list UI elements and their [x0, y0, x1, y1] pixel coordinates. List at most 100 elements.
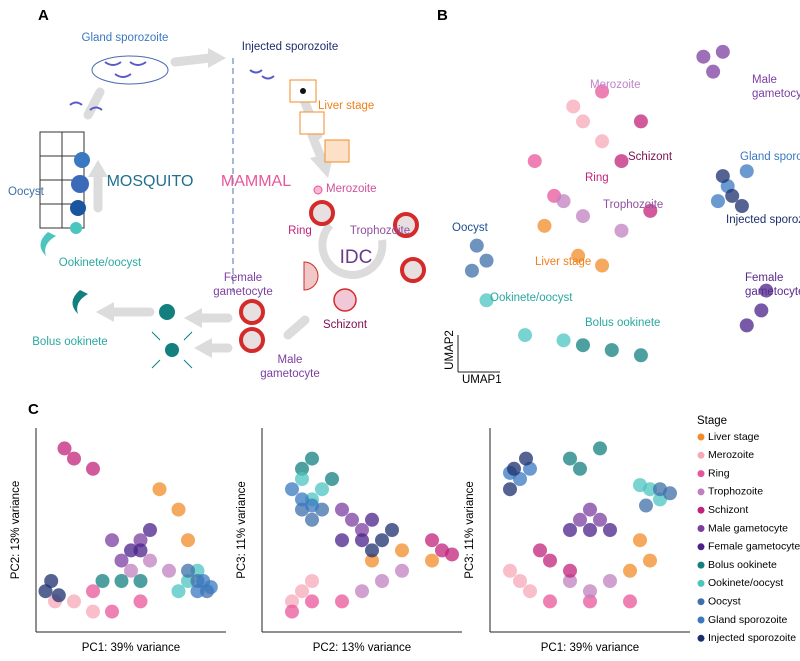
- data-point: [325, 472, 339, 486]
- data-point: [633, 348, 648, 363]
- cluster-label: Male gametocyte: [752, 74, 800, 100]
- data-point: [759, 283, 774, 298]
- arrow-head: [88, 160, 108, 177]
- panel-label: B: [437, 7, 448, 24]
- data-point: [696, 49, 711, 64]
- legend-label: Bolus ookinete: [708, 559, 777, 571]
- x-axis-label: PC2: 13% variance: [313, 642, 411, 654]
- data-point: [603, 574, 617, 588]
- data-point: [335, 594, 349, 609]
- stage-label: Male gametocyte: [260, 354, 319, 380]
- data-point: [114, 574, 129, 588]
- data-point: [543, 553, 557, 568]
- y-axis-label: UMAP2: [444, 330, 456, 370]
- data-point: [375, 533, 389, 548]
- cluster-label: Liver stage: [535, 256, 591, 268]
- legend-label: Gland sporozoite: [708, 614, 788, 626]
- gamete-icon: [165, 343, 179, 357]
- legend-marker: [697, 598, 705, 606]
- oocyst-icon: [74, 152, 90, 168]
- data-point: [124, 563, 138, 578]
- arrow-head: [208, 48, 226, 68]
- cycle-arrow: [170, 53, 215, 67]
- data-point: [571, 248, 586, 263]
- data-point: [583, 523, 597, 537]
- life-cycle-diagram: [39, 48, 426, 369]
- rbc-trophozoite: [400, 257, 426, 283]
- data-point: [725, 188, 740, 203]
- data-point: [639, 498, 653, 513]
- legend-label: Ookinete/oocyst: [708, 577, 783, 589]
- cluster-label: Oocyst: [452, 222, 489, 234]
- data-point: [445, 547, 459, 562]
- data-point: [469, 238, 484, 253]
- label-line: Liver stage: [535, 256, 591, 268]
- cluster-label: Female gametocyte: [745, 272, 800, 298]
- data-point: [133, 543, 148, 558]
- cluster-label: Bolus ookinete: [585, 317, 660, 329]
- oocyst-icon: [71, 175, 89, 193]
- data-point: [51, 588, 66, 603]
- label-line: Schizont: [628, 151, 673, 163]
- data-point: [479, 253, 494, 268]
- legend-marker: [697, 470, 705, 478]
- data-point: [527, 154, 542, 169]
- data-point: [425, 553, 439, 568]
- data-point: [604, 343, 619, 358]
- data-point: [583, 502, 597, 517]
- label-line: Bolus ookinete: [585, 317, 660, 329]
- data-point: [563, 451, 577, 466]
- liver-parasite: [300, 88, 306, 94]
- legend-label: Liver stage: [708, 431, 760, 443]
- data-point: [395, 543, 409, 558]
- egress-icon: [303, 261, 319, 291]
- data-point: [305, 574, 319, 588]
- data-point: [523, 584, 537, 599]
- legend-marker: [697, 616, 705, 624]
- data-point: [623, 563, 637, 578]
- data-point: [305, 451, 319, 466]
- legend-marker: [697, 634, 705, 642]
- data-point: [537, 218, 552, 233]
- stage-label: Female gametocyte: [213, 272, 272, 298]
- label-line: Female: [745, 272, 783, 284]
- sporozoites: [69, 69, 275, 111]
- legend-label: Merozoite: [708, 449, 754, 461]
- data-point: [365, 553, 379, 568]
- legend-marker: [697, 543, 705, 551]
- data-point: [355, 523, 369, 537]
- data-point: [190, 584, 205, 599]
- data-point: [503, 563, 517, 578]
- data-point: [95, 574, 110, 588]
- data-point: [710, 194, 725, 209]
- data-point: [285, 482, 299, 497]
- data-point: [44, 574, 59, 588]
- y-axis-label: PC3: 11% variance: [236, 481, 248, 579]
- data-point: [623, 594, 637, 609]
- data-point: [152, 482, 167, 497]
- stage-label: Gland sporozoite: [82, 32, 169, 44]
- data-point: [295, 472, 309, 486]
- stage-label: Bolus ookinete: [32, 336, 107, 348]
- data-point: [335, 533, 349, 548]
- legend-marker: [697, 451, 705, 459]
- host-label: MOSQUITO: [107, 173, 194, 190]
- data-point: [305, 594, 319, 609]
- data-point: [663, 486, 677, 501]
- data-point: [706, 64, 721, 79]
- hepatocyte: [299, 111, 325, 135]
- data-point: [375, 574, 389, 588]
- cluster-label: Injected sporozoite: [726, 214, 800, 226]
- merozoite-icon: [313, 185, 323, 195]
- cycle-label: IDC: [340, 247, 373, 268]
- label-line: Trophozoite: [603, 199, 663, 211]
- data-point: [38, 584, 53, 599]
- female-gametocyte-icon: [239, 299, 265, 325]
- data-point: [573, 461, 587, 476]
- y-axis-label: PC2: 13% variance: [10, 481, 22, 579]
- data-point: [573, 512, 587, 527]
- data-point: [575, 338, 590, 353]
- legend-marker: [697, 506, 705, 514]
- data-point: [595, 84, 610, 99]
